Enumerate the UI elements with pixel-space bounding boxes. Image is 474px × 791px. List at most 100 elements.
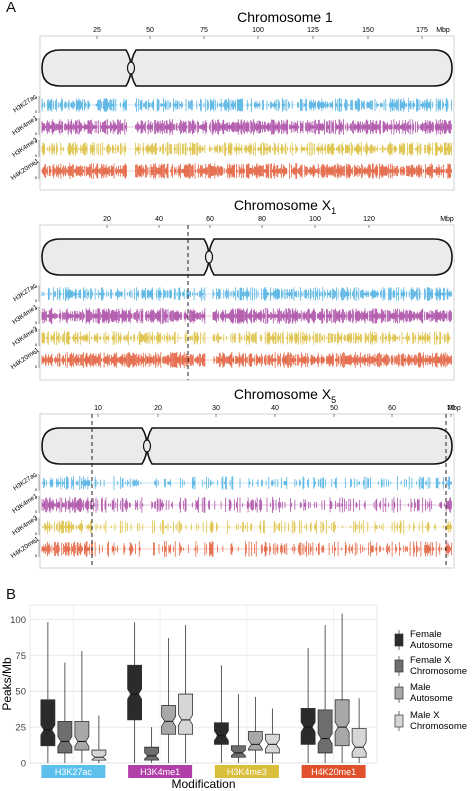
track-axis-label: 0 xyxy=(35,298,38,303)
track-axis-label: 3 xyxy=(35,161,38,166)
y-axis-title: Peaks/Mb xyxy=(0,657,14,711)
box xyxy=(40,699,56,747)
x-tick-label: H3K4me1 xyxy=(140,767,180,777)
x-axis-title: Modification xyxy=(171,777,235,791)
track-peaks xyxy=(41,142,452,156)
axis-tick-label: 10 xyxy=(94,405,102,412)
legend-swatch xyxy=(394,659,404,673)
box xyxy=(230,745,246,758)
peaks-boxplot-chart: 0 25 50 75 100 H3K27ac H3K4me1 H3K4me3 H4K20me1 M… xyxy=(0,604,467,791)
legend-swatch xyxy=(394,714,404,728)
x-tick-label: H3K4me3 xyxy=(227,767,267,777)
axis-tick-label: 75 xyxy=(200,27,208,34)
track-axis-label: 0 xyxy=(35,342,38,347)
box xyxy=(334,699,350,747)
box xyxy=(178,693,194,735)
x-tick-label: H4K20me1 xyxy=(311,767,356,777)
axis-tick-label: 25 xyxy=(93,27,101,34)
panel-frame xyxy=(39,35,455,191)
box-H3K4me3-2 xyxy=(247,696,263,763)
axis-tick-label: 60 xyxy=(206,216,214,223)
track-peaks xyxy=(41,163,452,179)
centromere xyxy=(204,250,214,264)
box-H3K4me1-0 xyxy=(127,622,143,763)
track-axis-label: 0 xyxy=(35,153,38,158)
track-axis-label: 3 xyxy=(35,539,38,544)
track-peaks xyxy=(41,287,452,301)
box-H3K4me3-3 xyxy=(264,708,280,763)
box-H3K4me1-2 xyxy=(161,638,177,763)
axis-tick-label: 120 xyxy=(363,216,375,223)
axis-tick-label: 20 xyxy=(103,216,111,223)
box-H3K27ac-3 xyxy=(91,715,107,763)
chromosome-title: Chromosome 1 xyxy=(237,9,333,25)
axis-tick-label: 150 xyxy=(362,27,374,34)
chromosome-q-arm xyxy=(146,427,453,465)
chromosome-ideogram-panel: Chromosome 125 50 75 100 125 150 175 MbpH3K27ac… xyxy=(10,9,461,569)
track-axis-label: 0 xyxy=(35,320,38,325)
axis-unit-label: Mbp xyxy=(440,216,454,223)
chromosome-q-arm xyxy=(130,49,453,87)
box-H3K4me3-0 xyxy=(213,665,229,763)
legend-label: Chromosome xyxy=(410,721,467,732)
box-H4K20me1-2 xyxy=(334,613,350,763)
box xyxy=(91,749,107,761)
track-axis-label: 0 xyxy=(35,131,38,136)
track-peaks xyxy=(41,119,452,135)
track-axis-label: 3 xyxy=(35,350,38,355)
category-label-bg xyxy=(214,765,279,778)
axis-tick-label: 125 xyxy=(307,27,319,34)
track-axis-label: 3 xyxy=(35,495,38,500)
panel-b-letter: B xyxy=(6,586,17,603)
axis-tick-label: 100 xyxy=(252,27,264,34)
axis-tick-label: 70 xyxy=(447,405,455,412)
legend-label: Male X xyxy=(410,710,440,721)
track-axis-label: 3 xyxy=(35,117,38,122)
track-axis-label: 3 xyxy=(35,328,38,333)
track-peaks xyxy=(41,308,452,324)
track-axis-label: 3 xyxy=(35,473,38,478)
axis-tick-label: 40 xyxy=(271,405,279,412)
axis-tick-label: 50 xyxy=(330,405,338,412)
chromosome-p-arm xyxy=(41,49,132,87)
track-peaks xyxy=(41,331,451,345)
track-axis-label: 0 xyxy=(35,175,38,180)
chromosome-q-arm xyxy=(208,238,453,276)
x-tick-label: H3K27ac xyxy=(55,767,93,777)
box xyxy=(144,746,160,761)
chromosome-title: Chromosome X1 xyxy=(234,197,336,216)
box-H3K27ac-2 xyxy=(74,650,90,763)
box xyxy=(213,722,229,745)
track-axis-label: 3 xyxy=(35,517,38,522)
box xyxy=(161,705,177,735)
track-axis-label: 0 xyxy=(35,364,38,369)
centromere xyxy=(142,439,152,453)
box-H3K27ac-1 xyxy=(57,662,73,763)
panel-frame xyxy=(39,413,455,569)
category-label-bg xyxy=(128,765,193,778)
box xyxy=(57,720,73,754)
y-tick-label: 100 xyxy=(10,615,26,626)
y-tick-label: 25 xyxy=(15,723,26,734)
legend-label: Male xyxy=(410,682,431,693)
box-H3K4me3-1 xyxy=(230,694,246,763)
axis-tick-label: 30 xyxy=(212,405,220,412)
track-peaks xyxy=(42,476,452,490)
y-tick-label: 0 xyxy=(21,759,26,770)
box xyxy=(247,731,263,751)
centromere xyxy=(126,61,136,75)
